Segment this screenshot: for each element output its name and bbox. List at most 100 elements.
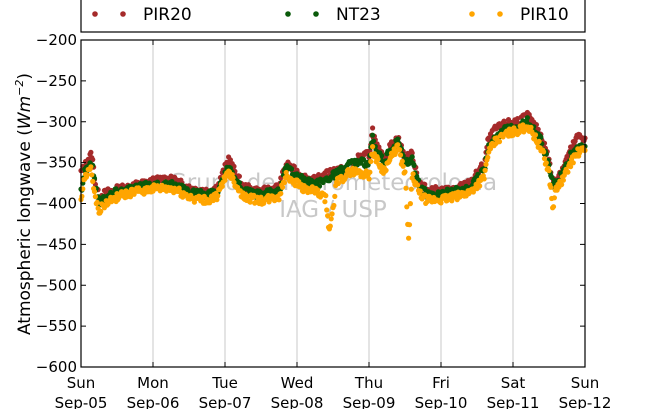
data-point (361, 157, 367, 163)
data-point (332, 193, 338, 199)
data-point (424, 198, 431, 204)
x-tick-day-label: Sat (501, 374, 526, 392)
data-point (524, 115, 531, 121)
y-tick-label: −500 (36, 276, 77, 294)
data-point (370, 132, 376, 138)
data-point (568, 164, 574, 170)
x-tick-date-label: Sep-09 (343, 394, 396, 409)
data-point (559, 182, 565, 188)
data-point (329, 211, 335, 217)
data-point (550, 204, 557, 210)
data-point (90, 178, 96, 184)
data-point (481, 176, 487, 182)
x-axis: Sun Sep-05 Mon Sep-06 Tue Sep-07 Wed Sep-08 Thu S… (55, 40, 612, 409)
data-point (289, 166, 295, 172)
data-point (219, 183, 225, 189)
data-point (496, 139, 503, 145)
data-point (370, 138, 377, 144)
data-point (487, 146, 494, 152)
data-point (276, 197, 282, 203)
x-tick-date-label: Sep-12 (559, 394, 612, 409)
data-point (79, 193, 85, 199)
data-point (91, 189, 98, 195)
data-point (331, 202, 337, 209)
data-point (315, 187, 321, 193)
data-point (230, 175, 236, 181)
legend-marker (92, 11, 98, 17)
legend-label-pir10: PIR10 (520, 5, 569, 25)
data-point (236, 180, 242, 186)
data-point (485, 154, 491, 160)
data-point (406, 222, 413, 228)
data-point (399, 158, 405, 164)
data-point (548, 184, 554, 190)
data-point (400, 163, 406, 169)
data-point (368, 158, 374, 165)
data-point (98, 208, 104, 214)
data-point (570, 160, 576, 166)
data-point (258, 194, 264, 200)
series-pir10 (78, 122, 588, 241)
x-tick-date-label: Sep-06 (127, 394, 180, 409)
data-point (335, 180, 341, 187)
data-point (402, 169, 408, 175)
data-point (324, 207, 330, 213)
data-point (543, 160, 549, 166)
data-point (231, 179, 237, 185)
data-point (404, 204, 410, 210)
data-point (338, 173, 344, 179)
data-point (477, 183, 483, 189)
data-point (560, 177, 567, 183)
data-point (247, 199, 253, 205)
data-point (482, 167, 488, 173)
data-point (417, 188, 423, 194)
data-point (325, 213, 331, 219)
x-tick-date-label: Sep-08 (271, 394, 324, 409)
legend-marker (120, 11, 126, 17)
data-point (94, 199, 100, 205)
data-point (370, 125, 376, 131)
data-point (379, 153, 385, 159)
data-point (406, 235, 412, 241)
y-axis: −200 −250 −300 −350 −400 −450 −500 −550 −600 (36, 31, 585, 376)
data-point (370, 144, 376, 150)
data-point (89, 172, 95, 178)
data-point (214, 197, 220, 203)
data-point (411, 162, 417, 168)
data-point (415, 182, 421, 188)
data-point (88, 149, 94, 155)
data-point (528, 124, 534, 130)
y-tick-label: −600 (36, 358, 77, 376)
data-point (546, 168, 552, 174)
data-point (328, 216, 334, 222)
data-point (395, 142, 401, 148)
legend-marker (285, 11, 291, 17)
data-point (408, 186, 414, 192)
data-point (323, 193, 329, 199)
data-point (565, 169, 571, 175)
y-tick-label: −250 (36, 72, 77, 90)
data-point (88, 164, 94, 170)
data-point (280, 184, 286, 190)
data-point (410, 171, 416, 177)
data-point (84, 172, 90, 178)
legend: PIR20 NT23 PIR10 (80, 0, 586, 33)
x-tick-day-label: Thu (354, 374, 383, 392)
x-tick-day-label: Wed (281, 374, 314, 392)
data-point (395, 136, 401, 142)
data-point (366, 176, 372, 182)
data-point (409, 154, 415, 160)
data-point (449, 198, 455, 204)
x-gridlines (152, 40, 514, 367)
data-point (358, 160, 364, 166)
y-tick-label: −400 (36, 195, 77, 213)
data-point (131, 191, 137, 197)
data-point (222, 177, 228, 183)
data-point (383, 167, 389, 173)
data-point (438, 200, 444, 206)
y-tick-label: −300 (36, 113, 77, 131)
legend-label-nt23: NT23 (336, 5, 381, 25)
data-point (397, 147, 403, 153)
x-tick-day-label: Mon (137, 374, 169, 392)
